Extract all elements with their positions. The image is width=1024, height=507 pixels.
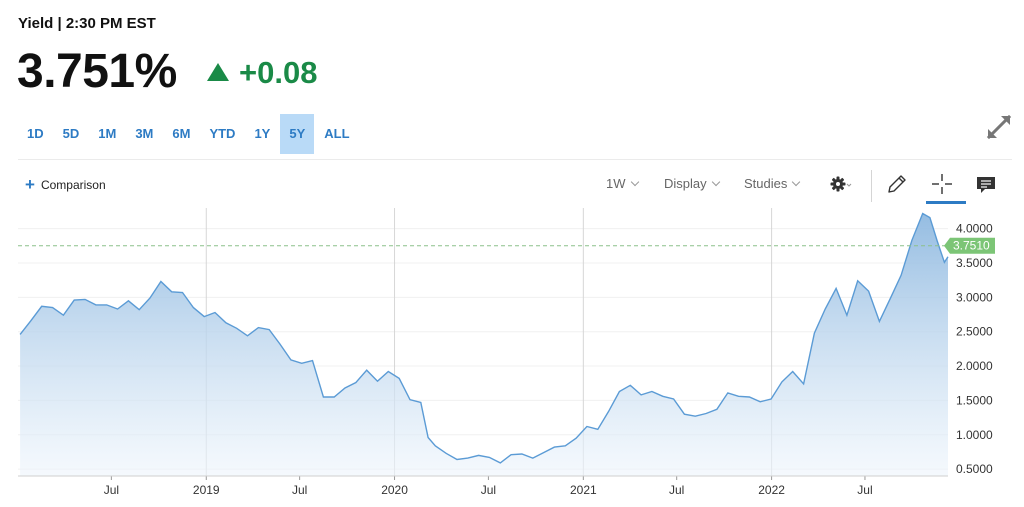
chevron-down-icon [630, 177, 639, 187]
comparison-button[interactable]: + Comparison [25, 175, 106, 194]
range-tab-6m[interactable]: 6M [172, 126, 191, 141]
time-range-tabs: 1D 5D 1M 3M 6M YTD 1Y 5Y ALL [18, 114, 360, 154]
interval-dropdown[interactable]: 1W [606, 176, 639, 191]
range-tab-1d[interactable]: 1D [27, 126, 44, 141]
x-tick-label: Jul [481, 483, 496, 497]
toolbar-separator [871, 170, 872, 202]
x-tick-label: Jul [669, 483, 684, 497]
display-label: Display [664, 176, 707, 191]
range-tab-all[interactable]: ALL [324, 126, 350, 141]
range-tab-5d[interactable]: 5D [62, 126, 80, 141]
current-yield-value: 3.751% [17, 45, 177, 98]
y-tick-label: 3.5000 [956, 256, 993, 270]
y-tick-label: 2.5000 [956, 325, 993, 339]
x-tick-label: Jul [104, 483, 119, 497]
comment-icon[interactable] [973, 171, 999, 197]
plus-icon: + [25, 175, 35, 194]
yield-chart[interactable]: 0.5000 1.0000 1.5000 2.0000 2.5000 3.0000 3.50… [0, 200, 1024, 507]
y-tick-label: 3.0000 [956, 290, 993, 304]
x-tick-label: 2019 [193, 483, 220, 497]
studies-label: Studies [744, 176, 788, 191]
range-tab-ytd[interactable]: YTD [209, 126, 236, 141]
display-dropdown[interactable]: Display [664, 176, 720, 191]
last-value-badge [944, 237, 995, 254]
x-tick-label: Jul [292, 483, 307, 497]
up-arrow-icon [207, 63, 229, 81]
pencil-icon[interactable] [884, 171, 910, 197]
comparison-label: Comparison [40, 178, 106, 192]
x-tick-label: Jul [857, 483, 872, 497]
y-tick-label: 1.0000 [956, 428, 993, 442]
y-tick-label: 1.5000 [956, 393, 993, 407]
chevron-down-icon [792, 177, 801, 187]
range-tab-5y[interactable]: 5Y [280, 114, 315, 154]
x-tick-label: 2022 [758, 483, 785, 497]
studies-dropdown[interactable]: Studies [744, 176, 801, 191]
quote-header-label: Yield | 2:30 PM EST [18, 15, 156, 32]
chevron-down-icon [711, 177, 720, 187]
range-tab-1y[interactable]: 1Y [254, 126, 271, 141]
active-tool-indicator [926, 201, 966, 204]
settings-icon[interactable] [828, 171, 854, 197]
y-tick-label: 2.0000 [956, 359, 993, 373]
y-tick-label: 0.5000 [956, 462, 993, 476]
range-tab-1m[interactable]: 1M [98, 126, 117, 141]
yield-change: +0.08 [207, 55, 317, 91]
range-tab-3m[interactable]: 3M [135, 126, 154, 141]
header-divider [18, 159, 1012, 160]
series-line [19, 212, 949, 464]
change-value: +0.08 [239, 55, 318, 90]
chart-toolbar: + Comparison 1W Display Studies [0, 166, 1024, 206]
y-tick-label: 4.0000 [956, 222, 993, 236]
x-tick-label: 2021 [570, 483, 597, 497]
expand-icon[interactable] [985, 113, 1013, 141]
last-value-label: 3.7510 [953, 239, 990, 253]
series-area [20, 213, 949, 476]
interval-label: 1W [606, 176, 626, 191]
crosshair-icon[interactable] [929, 171, 955, 197]
x-tick-label: 2020 [381, 483, 408, 497]
